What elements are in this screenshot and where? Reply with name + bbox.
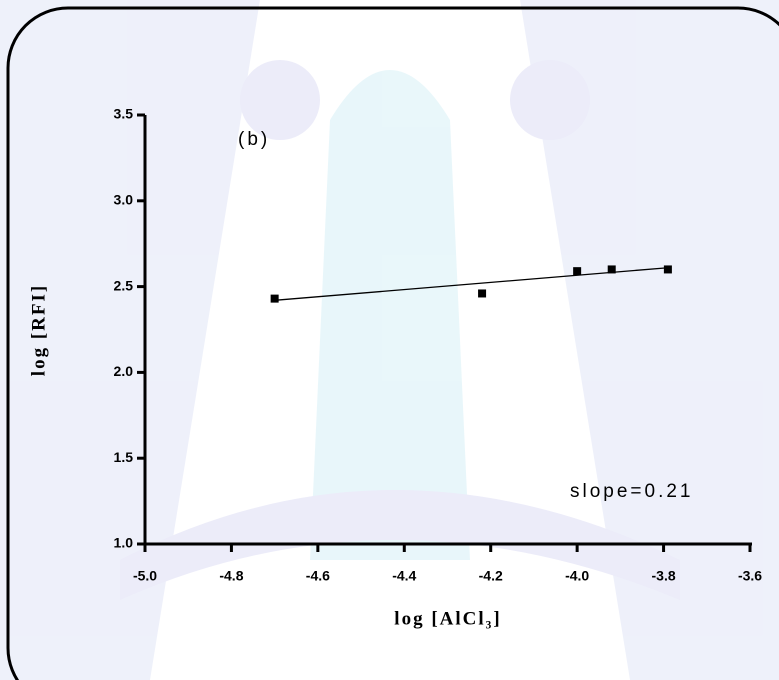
y-tick-label: 2.0 xyxy=(114,363,134,379)
y-tick-label: 3.5 xyxy=(114,106,134,122)
data-point xyxy=(664,265,672,273)
panel-label: (b) xyxy=(238,129,270,150)
x-tick-label: -3.6 xyxy=(738,568,762,584)
data-point xyxy=(271,295,279,303)
y-tick-label: 3.0 xyxy=(114,192,134,208)
x-tick-label: -3.8 xyxy=(652,568,676,584)
y-tick-label: 1.5 xyxy=(114,449,134,465)
x-tick-label: -5.0 xyxy=(133,568,157,584)
y-tick-label: 1.0 xyxy=(114,535,134,551)
x-axis-title: log [AlCl₃] xyxy=(394,608,501,629)
x-tick-label: -4.4 xyxy=(392,568,416,584)
page: {"chart_data": {"type": "scatter", "anno… xyxy=(0,0,779,680)
x-tick-label: -4.0 xyxy=(565,568,589,584)
y-tick-label: 2.5 xyxy=(114,277,134,293)
data-point xyxy=(573,267,581,275)
data-point xyxy=(608,265,616,273)
chart: (b) slope=0.21 log [AlCl₃] log [RFI] -5.… xyxy=(0,0,779,680)
x-tick-label: -4.8 xyxy=(219,568,243,584)
x-tick-label: -4.2 xyxy=(479,568,503,584)
slope-note: slope=0.21 xyxy=(570,481,694,502)
x-tick-label: -4.6 xyxy=(306,568,330,584)
data-point xyxy=(478,289,486,297)
y-axis-title: log [RFI] xyxy=(28,284,49,376)
